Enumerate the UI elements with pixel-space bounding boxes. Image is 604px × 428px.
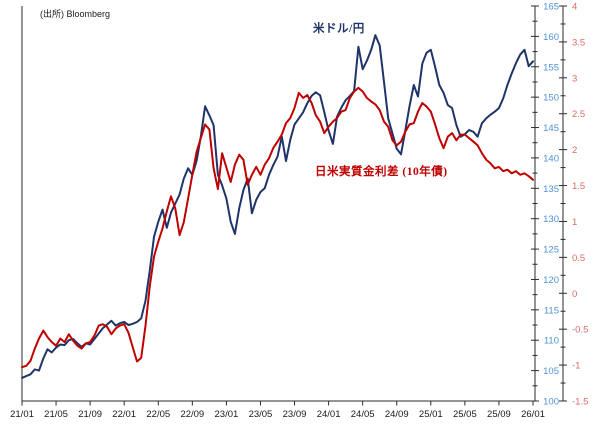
rate-diff-axis-tick-label: -1.5	[572, 397, 588, 408]
x-axis-label: 21/09	[78, 409, 102, 420]
usdjpy-axis-tick-label: 125	[543, 245, 559, 256]
usdjpy-series-label: 米ドル/円	[313, 23, 365, 35]
rate-diff-axis-tick-label: 0.5	[572, 253, 585, 264]
usdjpy-axis-tick-label: 150	[543, 93, 559, 104]
usdjpy-axis-tick-label: 105	[543, 366, 559, 377]
rate-diff-axis-tick-label: 1	[572, 217, 577, 228]
usdjpy-axis-tick-label: 135	[543, 184, 559, 195]
rate-diff-axis-tick-label: 1.5	[572, 181, 585, 192]
rate-diff-series-label: 日米実質金利差 (10年債)	[315, 166, 448, 178]
x-axis-label: 21/05	[44, 409, 68, 420]
x-axis-label: 23/09	[283, 409, 307, 420]
rate-diff-axis-tick-label: -1	[572, 361, 580, 372]
rate-diff-axis-tick-label: 4	[572, 2, 577, 13]
usdjpy-axis-tick-label: 100	[543, 397, 559, 408]
rate-diff-axis-tick-label: 2.5	[572, 109, 585, 120]
usdjpy-axis-tick-label: 115	[544, 305, 559, 316]
x-axis-label: 22/01	[112, 409, 136, 420]
x-axis-label: 25/05	[453, 409, 477, 420]
usdjpy-axis-tick-label: 130	[543, 214, 559, 225]
usdjpy-line	[21, 34, 534, 379]
x-axis-label: 26/01	[521, 409, 545, 420]
rate-diff-line	[21, 86, 534, 369]
x-axis-label: 25/09	[487, 409, 511, 420]
x-axis-label: 24/01	[317, 409, 341, 420]
rate-diff-axis-tick-label: 0	[572, 289, 577, 300]
rate-diff-axis-tick-label: 2	[572, 145, 577, 156]
usdjpy-axis-tick-label: 165	[543, 2, 559, 13]
x-axis-label: 23/01	[215, 409, 239, 420]
usdjpy-axis-tick-label: 145	[543, 123, 559, 134]
x-axis-label: 22/05	[146, 409, 170, 420]
usdjpy-axis-tick-label: 155	[543, 62, 559, 73]
x-axis-label: 22/09	[180, 409, 204, 420]
usdjpy-axis-tick-label: 110	[544, 336, 559, 347]
rate-diff-axis-tick-label: -0.5	[572, 325, 588, 336]
rate-diff-axis-tick-label: 3	[572, 73, 577, 84]
usdjpy-axis-tick-label: 160	[543, 32, 559, 43]
x-axis-label: 23/05	[249, 409, 273, 420]
source-note: (出所) Bloomberg	[40, 9, 111, 19]
x-axis-label: 25/01	[419, 409, 443, 420]
usdjpy-axis-tick-label: 140	[543, 153, 559, 164]
x-axis-label: 24/09	[385, 409, 409, 420]
usdjpy-axis-tick-label: 120	[543, 275, 559, 286]
x-axis-label: 24/05	[351, 409, 375, 420]
rate-diff-axis-tick-label: 3.5	[572, 37, 585, 48]
x-axis-label: 21/01	[10, 409, 34, 420]
